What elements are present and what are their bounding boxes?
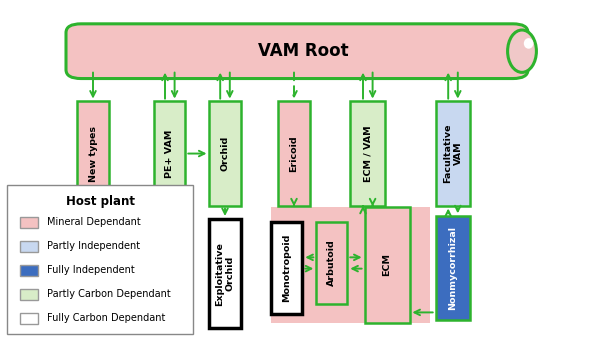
- FancyBboxPatch shape: [20, 289, 38, 300]
- FancyBboxPatch shape: [20, 313, 38, 324]
- Ellipse shape: [524, 38, 533, 49]
- Text: ECM / VAM: ECM / VAM: [364, 125, 372, 182]
- Text: Facultative
VAM: Facultative VAM: [443, 124, 463, 183]
- Text: ECM: ECM: [383, 253, 392, 276]
- FancyBboxPatch shape: [365, 207, 409, 323]
- Text: New types: New types: [89, 126, 97, 181]
- Text: Partly Independent: Partly Independent: [47, 241, 140, 251]
- FancyBboxPatch shape: [271, 222, 302, 314]
- FancyBboxPatch shape: [316, 222, 347, 304]
- FancyBboxPatch shape: [20, 217, 38, 228]
- Text: PE+ VAM: PE+ VAM: [165, 129, 174, 178]
- Text: Host plant: Host plant: [66, 195, 134, 208]
- FancyBboxPatch shape: [278, 102, 310, 205]
- Text: Monotropoid: Monotropoid: [283, 234, 292, 303]
- Text: Exploitative
VAM: Exploitative VAM: [137, 242, 157, 305]
- FancyBboxPatch shape: [350, 102, 385, 205]
- FancyBboxPatch shape: [209, 102, 241, 205]
- FancyBboxPatch shape: [20, 265, 38, 276]
- Text: Fully Independent: Fully Independent: [47, 265, 135, 275]
- Text: Exploitative
Orchid: Exploitative Orchid: [215, 242, 235, 305]
- FancyBboxPatch shape: [436, 102, 470, 205]
- FancyBboxPatch shape: [7, 185, 193, 334]
- FancyBboxPatch shape: [66, 24, 528, 79]
- Text: Ericoid: Ericoid: [290, 135, 299, 172]
- Text: Mineral Dependant: Mineral Dependant: [47, 217, 141, 227]
- Text: Orchid: Orchid: [221, 136, 229, 171]
- FancyBboxPatch shape: [131, 219, 163, 328]
- FancyBboxPatch shape: [154, 102, 185, 205]
- Ellipse shape: [508, 30, 536, 72]
- Text: Arbutoid: Arbutoid: [328, 240, 337, 286]
- Text: Fully Carbon Dependant: Fully Carbon Dependant: [47, 313, 166, 323]
- FancyBboxPatch shape: [271, 207, 430, 323]
- Text: Partly Carbon Dependant: Partly Carbon Dependant: [47, 289, 171, 299]
- FancyBboxPatch shape: [77, 102, 109, 205]
- FancyBboxPatch shape: [209, 219, 241, 328]
- Text: VAM Root: VAM Root: [257, 42, 349, 60]
- FancyBboxPatch shape: [20, 241, 38, 252]
- FancyBboxPatch shape: [436, 216, 470, 321]
- Text: Nonmycorrhizal: Nonmycorrhizal: [449, 226, 458, 310]
